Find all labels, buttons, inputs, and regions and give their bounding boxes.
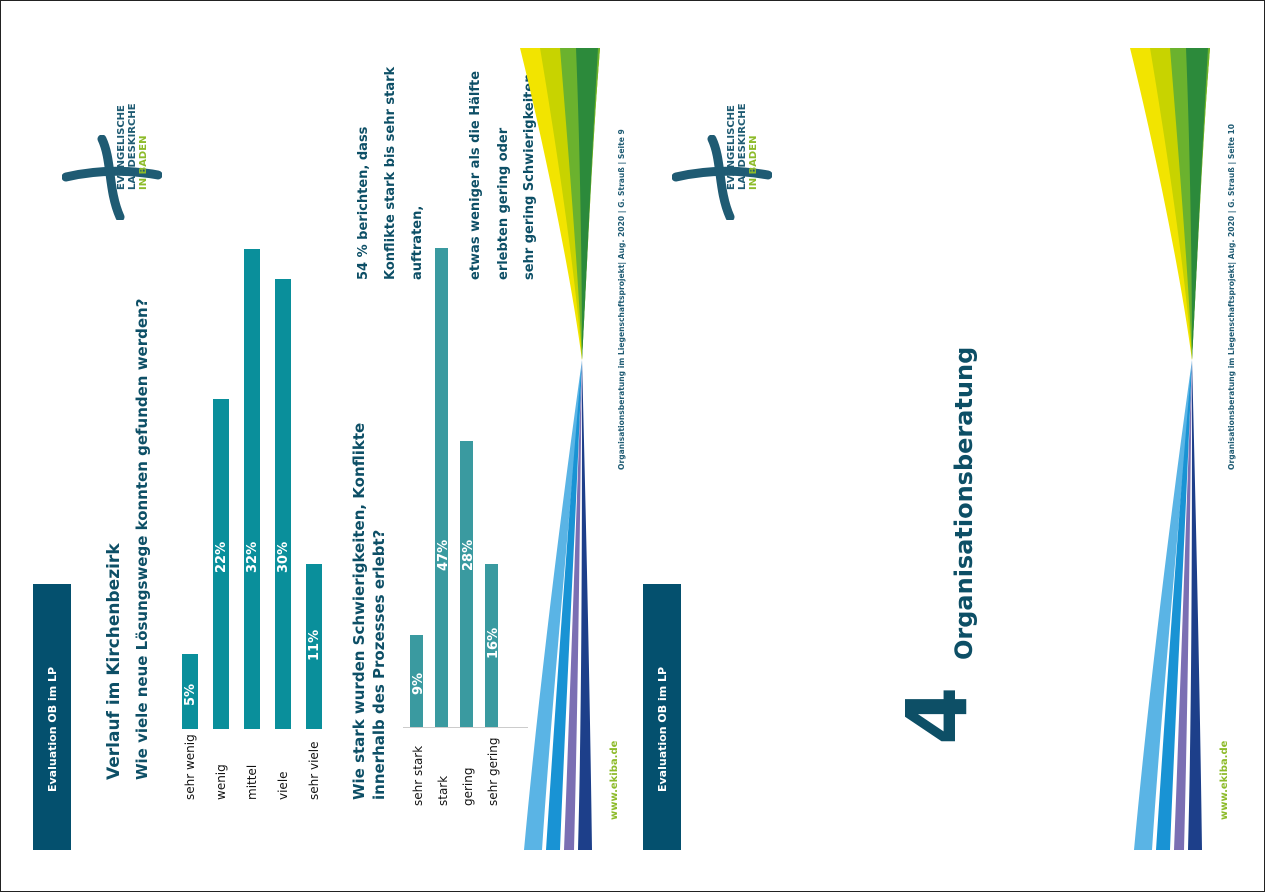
category-label: gering: [461, 767, 475, 807]
category-label: wenig: [214, 764, 228, 800]
bar-wenig: [213, 399, 229, 729]
annotation-line2: Konflikte stark bis sehr stark: [383, 66, 398, 280]
bar-value-label: 9%: [411, 673, 426, 696]
annotation-line1: 54 % berichten, dass: [356, 126, 371, 280]
section-tag: Evaluation OB im LP: [643, 584, 681, 850]
slide-10: Evaluation OB im LP 4 Organisationsberat…: [610, 0, 1236, 892]
bar-sehr-wenig: [182, 654, 198, 729]
section-tag-label: Evaluation OB im LP: [46, 666, 59, 792]
category-label: stark: [436, 775, 450, 806]
bar-value-label: 28%: [461, 539, 476, 571]
category-label: viele: [276, 771, 290, 800]
chart2-question-line2: innerhalb des Prozesses erlebt?: [370, 529, 388, 800]
logo-line1: EVANGELISCHE: [726, 105, 737, 190]
bar-value-label: 47%: [436, 539, 451, 571]
swoosh-graphic: [520, 48, 600, 850]
bar-value-label: 16%: [486, 628, 501, 660]
website-link[interactable]: www.ekiba.de: [1219, 740, 1230, 820]
bar-mittel: [244, 249, 260, 729]
category-label: sehr stark: [411, 745, 425, 806]
bar-sehr-stark: [410, 635, 423, 727]
chart2-question-line1: Wie stark wurden Schwierigkeiten, Konfli…: [350, 422, 368, 800]
annotation-line3: auftraten,: [410, 205, 425, 280]
slide-heading: Verlauf im Kirchenbezirk: [104, 543, 124, 780]
bar-value-label: 5%: [183, 683, 198, 706]
footer-text: Organisationsberatung im Liegenschaftspr…: [1227, 123, 1236, 470]
bar-stark: [435, 247, 448, 727]
cross-logo-icon: [672, 135, 772, 220]
section-title: Organisationsberatung: [950, 346, 978, 660]
category-label: mittel: [245, 764, 259, 800]
bar-value-label: 32%: [245, 541, 260, 573]
slide-9: Evaluation OB im LP Verlauf im Kirchenbe…: [0, 0, 626, 892]
swoosh-graphic: [1130, 48, 1210, 850]
bar-sehr-gering: [485, 563, 498, 727]
chart1-question: Wie viele neue Lösungswege konnten gefun…: [133, 298, 151, 780]
bar-value-label: 22%: [214, 541, 229, 573]
logo-line2: LANDESKIRCHE: [737, 103, 748, 190]
category-label: sehr gering: [486, 737, 500, 806]
logo-line3: IN BADEN: [138, 135, 149, 190]
logo-line1: EVANGELISCHE: [116, 105, 127, 190]
bar-value-label: 30%: [276, 541, 291, 573]
bar-sehr-viele: [306, 564, 322, 729]
chart2-baseline: [403, 727, 528, 728]
logo-line2: LANDESKIRCHE: [127, 103, 138, 190]
bar-gering: [460, 441, 473, 727]
logo-line3: IN BADEN: [748, 135, 759, 190]
annotation-line4: etwas weniger als die Hälfte: [468, 70, 483, 280]
cross-logo-icon: [62, 135, 162, 220]
bar-value-label: 11%: [307, 629, 322, 661]
category-label: sehr viele: [307, 741, 321, 800]
section-number: 4: [888, 686, 986, 745]
category-label: sehr wenig: [183, 734, 197, 800]
section-tag: Evaluation OB im LP: [33, 584, 71, 850]
bar-viele: [275, 279, 291, 729]
annotation-line5: erlebten gering oder: [496, 127, 511, 280]
section-tag-label: Evaluation OB im LP: [656, 666, 669, 792]
